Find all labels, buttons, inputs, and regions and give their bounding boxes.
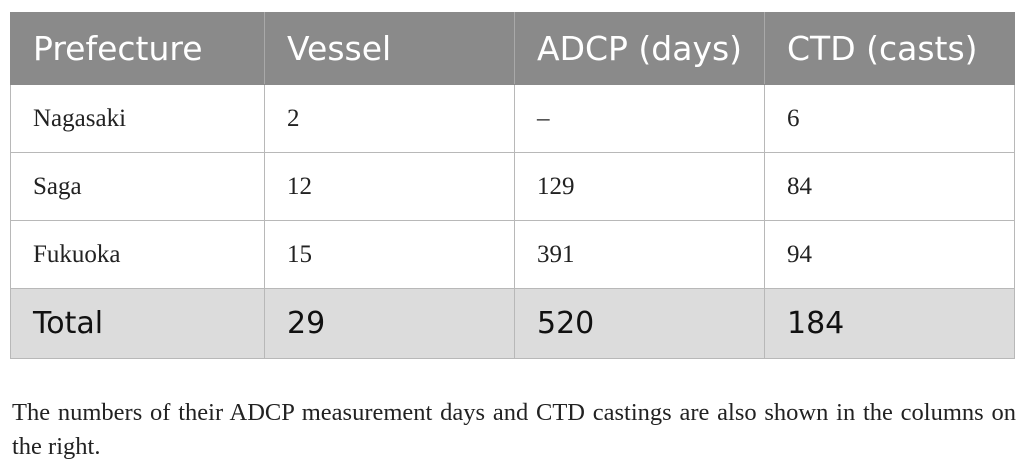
total-label: Total xyxy=(10,288,265,359)
cell-vessel: 12 xyxy=(264,152,515,221)
table-row: Saga 12 129 84 xyxy=(10,152,1015,221)
cell-ctd-casts: 94 xyxy=(764,220,1015,289)
prefecture-table: Prefecture Vessel ADCP (days) CTD (casts… xyxy=(10,12,1015,359)
cell-vessel: 2 xyxy=(264,84,515,153)
header-vessel: Vessel xyxy=(264,12,515,85)
cell-adcp-days: 129 xyxy=(514,152,765,221)
table-footer: Total 29 520 184 xyxy=(10,288,1015,359)
total-row: Total 29 520 184 xyxy=(10,288,1015,359)
table-header: Prefecture Vessel ADCP (days) CTD (casts… xyxy=(10,12,1015,85)
cell-ctd-casts: 6 xyxy=(764,84,1015,153)
cell-adcp-days: 391 xyxy=(514,220,765,289)
cell-prefecture: Saga xyxy=(10,152,265,221)
header-ctd-casts: CTD (casts) xyxy=(764,12,1015,85)
header-prefecture: Prefecture xyxy=(10,12,265,85)
header-adcp-days: ADCP (days) xyxy=(514,12,765,85)
data-table-container: Prefecture Vessel ADCP (days) CTD (casts… xyxy=(10,12,1015,359)
total-adcp-days: 520 xyxy=(514,288,765,359)
cell-adcp-days: – xyxy=(514,84,765,153)
total-vessel: 29 xyxy=(264,288,515,359)
cell-prefecture: Fukuoka xyxy=(10,220,265,289)
cell-prefecture: Nagasaki xyxy=(10,84,265,153)
cell-vessel: 15 xyxy=(264,220,515,289)
total-ctd-casts: 184 xyxy=(764,288,1015,359)
table-caption: The numbers of their ADCP measurement da… xyxy=(12,398,1016,460)
header-row: Prefecture Vessel ADCP (days) CTD (casts… xyxy=(10,12,1015,85)
cell-ctd-casts: 84 xyxy=(764,152,1015,221)
table-row: Fukuoka 15 391 94 xyxy=(10,220,1015,289)
table-body: Nagasaki 2 – 6 Saga 12 129 84 Fukuoka 15… xyxy=(10,84,1015,289)
table-row: Nagasaki 2 – 6 xyxy=(10,84,1015,153)
